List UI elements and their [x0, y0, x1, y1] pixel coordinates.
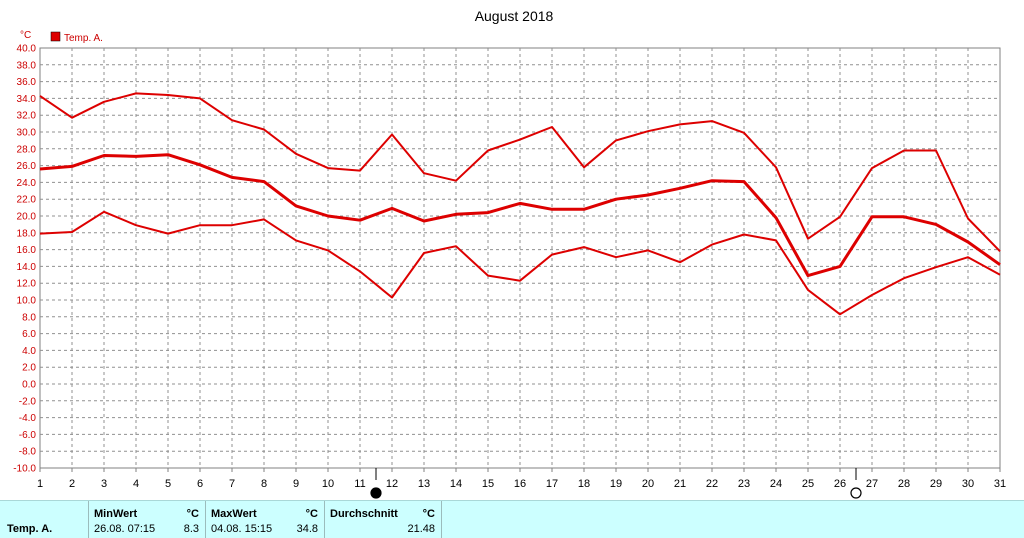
y-tick-label: -8.0: [19, 447, 37, 458]
x-tick-label: 22: [706, 478, 718, 490]
y-tick-label: 22.0: [17, 195, 37, 206]
x-tick-label: 29: [930, 478, 942, 490]
x-tick-label: 13: [418, 478, 430, 490]
x-tick-label: 19: [610, 478, 622, 490]
grid: [39, 47, 1001, 469]
y-tick-label: 18.0: [17, 228, 37, 239]
x-tick-label: 27: [866, 478, 878, 490]
x-tick-label: 30: [962, 478, 974, 490]
y-tick-label: -4.0: [19, 413, 37, 424]
x-tick-label: 9: [293, 478, 299, 490]
max-header: MaxWert: [211, 508, 257, 520]
x-tick-label: 16: [514, 478, 526, 490]
y-tick-label: 34.0: [17, 94, 37, 105]
x-tick-label: 4: [133, 478, 139, 490]
x-tick-label: 26: [834, 478, 846, 490]
y-tick-label: 28.0: [17, 144, 37, 155]
min-header: MinWert: [94, 508, 138, 520]
y-tick-label: 6.0: [22, 329, 36, 340]
max-datetime: 04.08. 15:15: [211, 523, 273, 535]
x-tick-label: 15: [482, 478, 494, 490]
y-tick-label: 16.0: [17, 245, 37, 256]
y-unit-label: °C: [20, 30, 31, 41]
x-tick-label: 20: [642, 478, 654, 490]
x-tick-label: 11: [354, 478, 365, 490]
x-tick-label: 3: [101, 478, 107, 490]
x-tick-label: 18: [578, 478, 590, 490]
min-value: 8.3: [183, 523, 199, 535]
series-line-mean: [39, 153, 1001, 278]
x-tick-label: 10: [322, 478, 334, 490]
x-tick-label: 5: [165, 478, 171, 490]
y-tick-label: 24.0: [17, 178, 37, 189]
y-tick-label: 38.0: [17, 60, 37, 71]
min-cell: MinWert °C 26.08. 07:15 8.3: [89, 501, 206, 538]
x-tick-label: 31: [994, 478, 1006, 490]
y-tick-label: 14.0: [17, 262, 37, 273]
max-cell: MaxWert °C 04.08. 15:15 34.8: [206, 501, 325, 538]
x-tick-label: 28: [898, 478, 910, 490]
y-tick-label: -10.0: [13, 464, 36, 475]
y-tick-label: 32.0: [17, 111, 37, 122]
y-tick-label: 2.0: [22, 363, 36, 374]
series-line-max: [39, 92, 1001, 252]
y-tick-label: 8.0: [22, 312, 36, 323]
x-tick-label: 6: [197, 478, 203, 490]
x-tick-label: 21: [674, 478, 686, 490]
legend-label: Temp. A.: [64, 33, 103, 44]
x-tick-label: 8: [261, 478, 267, 490]
statistics-table: Temp. A. MinWert °C 26.08. 07:15 8.3 Max…: [0, 500, 1024, 538]
avg-cell: Durchschnitt °C 21.48: [325, 501, 442, 538]
stats-row-label: Temp. A.: [7, 523, 53, 535]
series-line-min: [39, 210, 1001, 316]
y-tick-label: 12.0: [17, 279, 37, 290]
stats-row-label-cell: Temp. A.: [0, 501, 89, 538]
x-tick-label: 14: [450, 478, 462, 490]
legend-swatch: [50, 31, 61, 42]
max-unit: °C: [305, 508, 318, 520]
x-tick-label: 7: [229, 478, 235, 490]
x-tick-label: 24: [770, 478, 782, 490]
y-tick-label: 26.0: [17, 161, 37, 172]
series-lines: [39, 92, 1001, 316]
x-tick-label: 23: [738, 478, 750, 490]
avg-unit: °C: [422, 508, 435, 520]
y-tick-label: 40.0: [17, 44, 37, 55]
y-tick-label: 36.0: [17, 77, 37, 88]
x-tick-label: 2: [69, 478, 75, 490]
y-tick-label: 10.0: [17, 296, 37, 307]
x-tick-label: 25: [802, 478, 814, 490]
x-tick-label: 1: [37, 478, 43, 490]
moon-phase-markers: [370, 468, 862, 499]
y-tick-label: 4.0: [22, 346, 36, 357]
avg-value: 21.48: [407, 523, 435, 535]
y-tick-label: -2.0: [19, 396, 37, 407]
max-value: 34.8: [296, 523, 318, 535]
min-datetime: 26.08. 07:15: [94, 523, 156, 535]
full-moon-icon: [850, 487, 862, 499]
y-tick-label: 30.0: [17, 128, 37, 139]
x-tick-label: 12: [386, 478, 398, 490]
min-unit: °C: [186, 508, 199, 520]
axes: 40.038.036.034.032.030.028.026.024.022.0…: [13, 44, 1006, 491]
y-tick-label: 0.0: [22, 380, 36, 391]
y-tick-label: 20.0: [17, 212, 37, 223]
avg-header: Durchschnitt: [330, 508, 398, 520]
y-tick-label: -6.0: [19, 430, 37, 441]
x-tick-label: 17: [546, 478, 558, 490]
temperature-chart: August 2018 °C Temp. A. 40.038.036.034.0…: [13, 8, 1006, 499]
new-moon-icon: [370, 487, 382, 499]
chart-title: August 2018: [475, 8, 554, 24]
